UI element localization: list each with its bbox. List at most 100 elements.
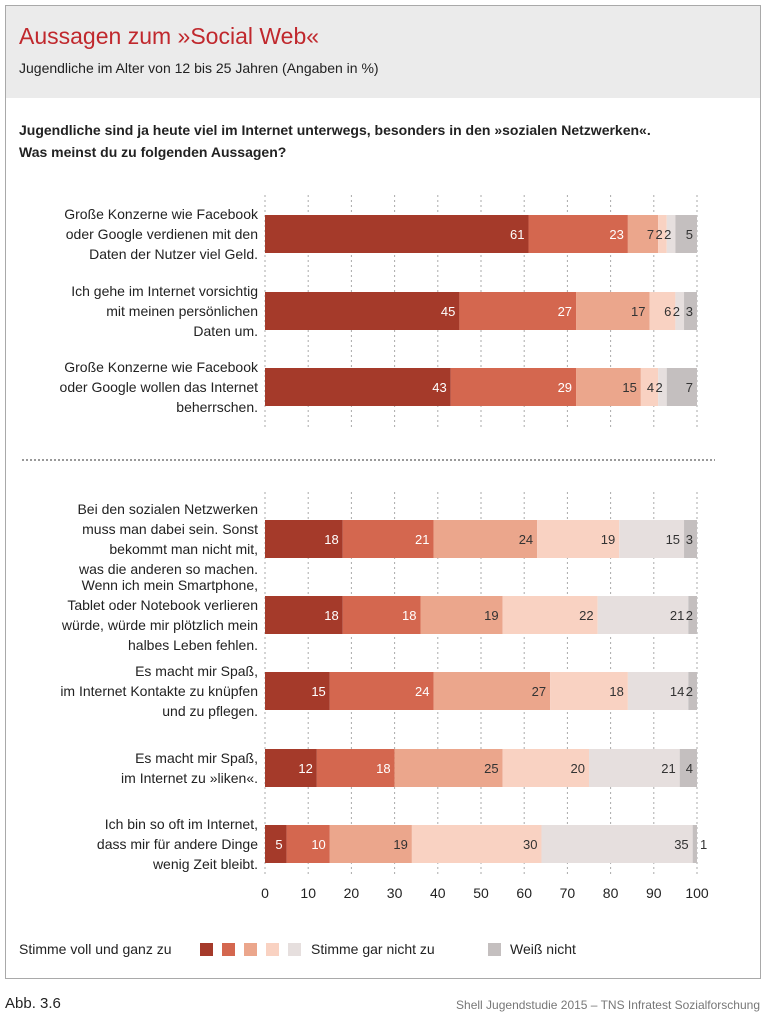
legend-swatch xyxy=(200,943,213,956)
category-label-line: Ich gehe im Internet vorsichtig xyxy=(71,283,258,299)
data-label: 2 xyxy=(686,608,693,623)
bar-segment xyxy=(316,749,395,787)
category-label-line: Wenn ich mein Smartphone, xyxy=(81,577,258,593)
category-label-line: Daten der Nutzer viel Geld. xyxy=(89,246,258,262)
data-label: 15 xyxy=(666,532,680,547)
category-label-line: was die anderen so machen. xyxy=(79,561,258,577)
bar-segment xyxy=(675,215,697,253)
category-label-line: dass mir für andere Dinge xyxy=(96,836,258,852)
bar-segment xyxy=(658,368,667,406)
data-label: 18 xyxy=(376,761,390,776)
x-tick-label: 0 xyxy=(261,885,269,901)
data-label: 3 xyxy=(686,304,693,319)
x-tick-label: 20 xyxy=(344,885,360,901)
bar-segment xyxy=(459,292,577,330)
category-label-line: mit meinen persönlichen xyxy=(106,303,258,319)
question-line-2: Was meinst du zu folgenden Aussagen? xyxy=(19,144,287,160)
bar-segment xyxy=(550,672,628,710)
x-tick-label: 80 xyxy=(603,885,619,901)
data-label: 19 xyxy=(393,837,407,852)
source: Shell Jugendstudie 2015 – TNS Infratest … xyxy=(456,998,760,1012)
data-label: 2 xyxy=(673,304,680,319)
bar-segment xyxy=(640,368,659,406)
category-label: Ich gehe im Internet vorsichtig mit meine… xyxy=(18,281,258,341)
data-label: 17 xyxy=(631,304,645,319)
data-label: 5 xyxy=(686,227,693,242)
bar-segment xyxy=(265,749,317,787)
category-label-line: und zu pflegen. xyxy=(162,703,258,719)
category-label: Es macht mir Spaß, im Internet Kontakte z… xyxy=(18,661,258,721)
bar-segment xyxy=(265,825,287,863)
data-label: 10 xyxy=(311,837,325,852)
x-tick-label: 30 xyxy=(387,885,403,901)
bar-segment xyxy=(675,292,685,330)
data-label: 7 xyxy=(686,380,693,395)
data-label: 4 xyxy=(647,380,654,395)
data-label: 14 xyxy=(670,684,684,699)
category-label-line: im Internet zu »liken«. xyxy=(121,770,258,786)
category-label: Große Konzerne wie Facebook oder Google w… xyxy=(18,357,258,417)
bar-segment xyxy=(502,749,589,787)
data-label: 43 xyxy=(432,380,446,395)
x-tick-label: 40 xyxy=(430,885,446,901)
data-label: 3 xyxy=(686,532,693,547)
category-label: Es macht mir Spaß, im Internet zu »liken«… xyxy=(18,748,258,788)
bar-segment xyxy=(433,520,538,558)
bar-segment xyxy=(528,215,628,253)
legend-swatch xyxy=(222,943,235,956)
data-label: 21 xyxy=(661,761,675,776)
data-label: 21 xyxy=(670,608,684,623)
bar-segment xyxy=(265,672,330,710)
data-label: 24 xyxy=(519,532,533,547)
bar-segment xyxy=(627,215,659,253)
data-label: 18 xyxy=(402,608,416,623)
category-label-line: wenig Zeit bleibt. xyxy=(152,856,258,872)
chart-title: Aussagen zum »Social Web« xyxy=(19,23,320,49)
data-label: 2 xyxy=(656,227,663,242)
data-label: 30 xyxy=(523,837,537,852)
data-label: 23 xyxy=(609,227,623,242)
bar-segment xyxy=(666,215,676,253)
data-label: 5 xyxy=(275,837,282,852)
bar-segment xyxy=(286,825,330,863)
data-label: 20 xyxy=(571,761,585,776)
legend-swatch xyxy=(266,943,279,956)
category-label-line: Daten um. xyxy=(193,323,258,339)
bar-segment xyxy=(688,596,697,634)
category-label-line: Ich bin so oft im Internet, xyxy=(104,816,258,832)
data-label: 6 xyxy=(664,304,671,319)
bar-segment xyxy=(692,825,697,863)
data-label: 12 xyxy=(298,761,312,776)
data-label: 35 xyxy=(674,837,688,852)
bar-segment xyxy=(537,520,620,558)
data-label: 4 xyxy=(686,761,693,776)
bar-segment xyxy=(394,749,503,787)
data-label: 19 xyxy=(484,608,498,623)
bar-segment xyxy=(265,596,343,634)
category-label-line: Große Konzerne wie Facebook xyxy=(64,359,258,375)
data-label: 2 xyxy=(656,380,663,395)
category-label-line: muss man dabei sein. Sonst xyxy=(82,521,258,537)
bar-segment xyxy=(342,520,434,558)
x-tick-label: 50 xyxy=(473,885,489,901)
bar-segment xyxy=(619,520,685,558)
category-label: Große Konzerne wie Facebook oder Google v… xyxy=(18,204,258,264)
legend-left-label: Stimme voll und ganz zu xyxy=(19,941,172,957)
bar-segment xyxy=(411,825,542,863)
header xyxy=(6,6,760,98)
data-label: 61 xyxy=(510,227,524,242)
bar-segment xyxy=(589,749,680,787)
category-label-line: beherrschen. xyxy=(176,399,258,415)
bar-segment xyxy=(265,215,529,253)
x-tick-label: 60 xyxy=(516,885,532,901)
category-label-line: würde, würde mir plötzlich mein xyxy=(61,617,258,633)
category-label: Bei den sozialen Netzwerken muss man dabe… xyxy=(18,499,258,579)
question-line-1: Jugendliche sind ja heute viel im Intern… xyxy=(19,122,651,138)
category-label-line: bekommt man nicht mit, xyxy=(109,541,258,557)
bar-segment xyxy=(597,596,689,634)
chart-frame xyxy=(5,5,761,979)
data-label: 18 xyxy=(609,684,623,699)
bar-segment xyxy=(541,825,693,863)
bar-segment xyxy=(265,520,343,558)
